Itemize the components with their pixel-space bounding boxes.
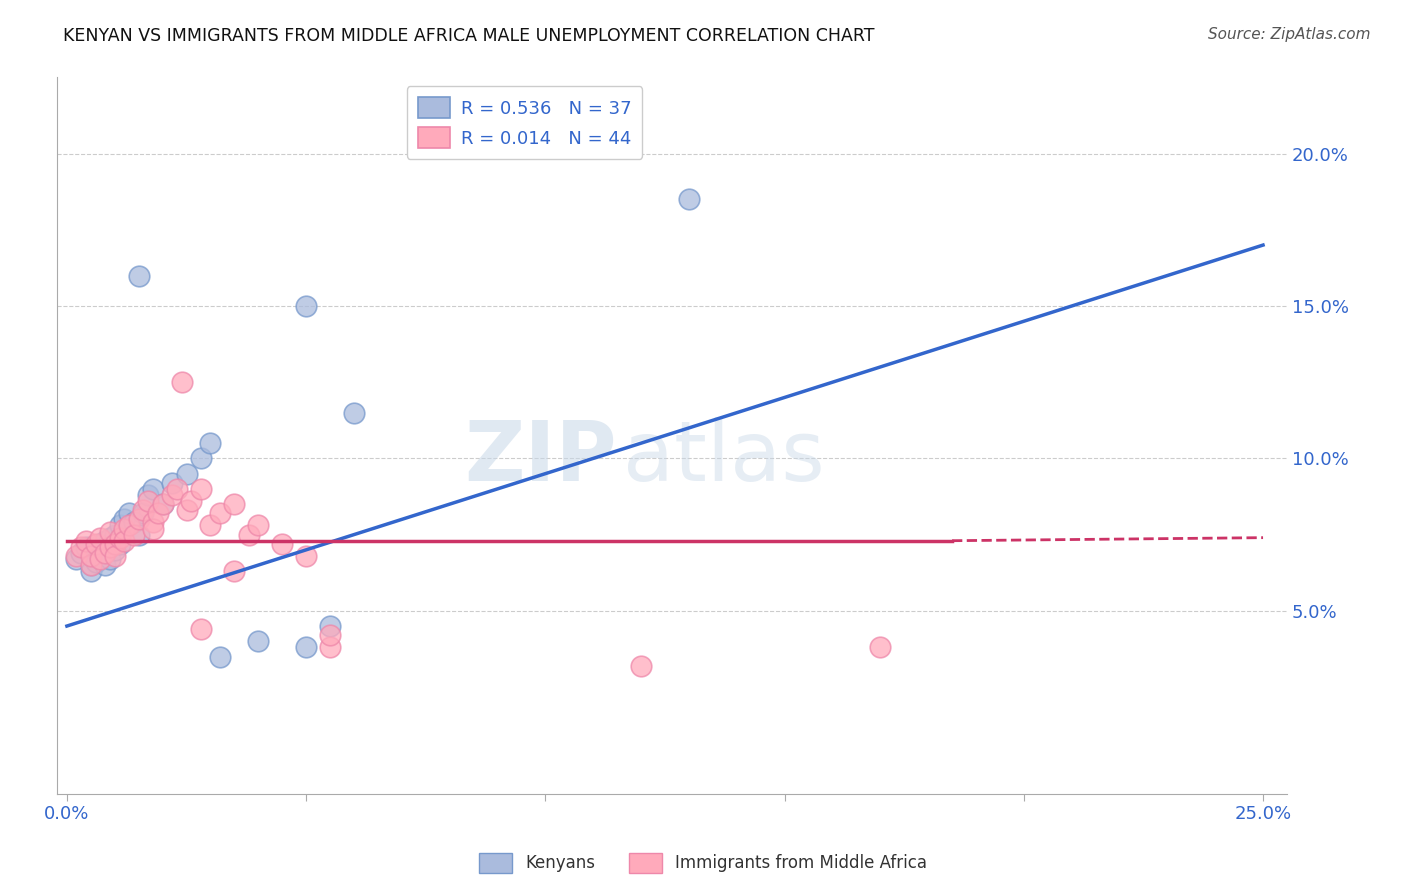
Text: atlas: atlas [623,417,825,498]
Point [112,522,135,536]
Point [136,488,159,502]
Point [89,552,111,566]
Point [80,558,103,573]
Point [80,564,103,578]
Legend: Kenyans, Immigrants from Middle Africa: Kenyans, Immigrants from Middle Africa [472,847,934,880]
Point [295,549,318,563]
Point [104,537,127,551]
Point [70,540,93,554]
Point [108,518,131,533]
Point [271,537,294,551]
Point [84,555,107,569]
Point [65,549,87,563]
Point [224,497,246,511]
Point [343,406,366,420]
Point [122,527,145,541]
Point [190,482,212,496]
Point [208,649,231,664]
Point [200,518,222,533]
Point [678,192,700,206]
Point [89,537,111,551]
Point [170,375,193,389]
Point [98,540,121,554]
Point [84,537,107,551]
Point [142,516,165,530]
Point [238,527,260,541]
Point [224,564,246,578]
Point [152,497,174,511]
Point [128,268,150,283]
Legend: R = 0.536   N = 37, R = 0.014   N = 44: R = 0.536 N = 37, R = 0.014 N = 44 [406,87,643,159]
Point [142,522,165,536]
Text: ZIP: ZIP [464,417,617,498]
Point [630,658,652,673]
Point [89,549,111,563]
Point [176,503,198,517]
Point [319,628,342,642]
Point [247,634,270,648]
Point [112,533,135,548]
Point [98,552,121,566]
Point [122,516,145,530]
Point [108,537,131,551]
Point [146,506,169,520]
Point [247,518,270,533]
Point [65,552,87,566]
Point [75,540,97,554]
Point [295,299,318,313]
Point [152,497,174,511]
Point [176,467,198,481]
Point [80,549,103,563]
Point [118,518,141,533]
Point [94,546,117,560]
Point [295,640,318,655]
Point [190,622,212,636]
Point [180,494,202,508]
Point [94,558,117,573]
Point [104,527,127,541]
Point [319,619,342,633]
Text: Source: ZipAtlas.com: Source: ZipAtlas.com [1208,27,1371,42]
Point [104,549,127,563]
Point [160,488,183,502]
Point [94,533,117,548]
Point [142,482,165,496]
Point [89,531,111,545]
Point [208,506,231,520]
Point [200,436,222,450]
Point [869,640,891,655]
Point [98,524,121,539]
Point [128,512,150,526]
Point [75,533,97,548]
Point [98,531,121,545]
Point [80,558,103,573]
Point [319,640,342,655]
Point [136,494,159,508]
Point [160,475,183,490]
Point [132,506,155,520]
Point [128,527,150,541]
Point [84,542,107,557]
Point [108,531,131,545]
Point [104,542,127,557]
Point [190,451,212,466]
Point [166,482,188,496]
Point [132,503,155,517]
Text: KENYAN VS IMMIGRANTS FROM MIDDLE AFRICA MALE UNEMPLOYMENT CORRELATION CHART: KENYAN VS IMMIGRANTS FROM MIDDLE AFRICA … [63,27,875,45]
Point [112,512,135,526]
Point [70,546,93,560]
Point [118,506,141,520]
